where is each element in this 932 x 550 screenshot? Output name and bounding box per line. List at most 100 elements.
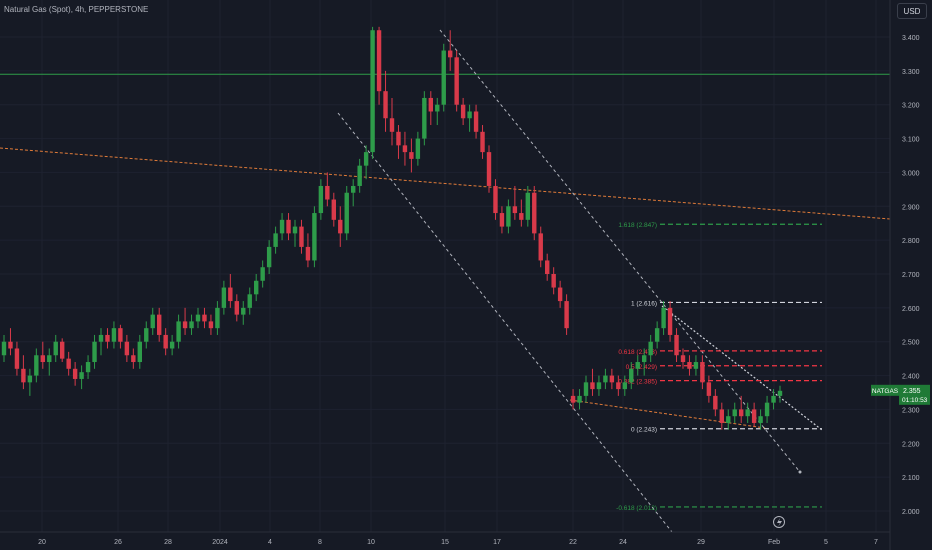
price-tick-14: 2.000 <box>902 509 920 516</box>
candle-78 <box>506 199 511 234</box>
candle-108 <box>700 355 705 390</box>
fib-diagonal-line <box>661 305 823 431</box>
candle-70 <box>454 50 459 112</box>
candle-body-116 <box>751 409 757 423</box>
candle-body-112 <box>726 416 731 423</box>
candle-body-33 <box>215 307 220 329</box>
candle-61 <box>396 125 401 159</box>
candle-31 <box>202 307 207 329</box>
candle-33 <box>215 301 220 335</box>
candle-body-115 <box>745 409 750 417</box>
symbol-tag-bg <box>871 384 899 396</box>
candle-body-85 <box>551 274 556 288</box>
candle-body-118 <box>764 402 770 417</box>
time-tick-5: 8 <box>318 539 322 546</box>
candle-71 <box>460 97 466 126</box>
time-tick-11: 29 <box>697 539 705 546</box>
candle-86 <box>557 280 563 308</box>
currency-button[interactable]: USD <box>897 3 927 19</box>
candle-body-14 <box>92 341 97 363</box>
price-tick-2: 3.200 <box>902 103 920 110</box>
candle-body-94 <box>609 375 615 383</box>
candle-body-110 <box>713 395 718 410</box>
candle-body-51 <box>331 199 336 220</box>
candle-body-113 <box>732 409 737 417</box>
candle-body-48 <box>312 213 317 261</box>
candle-6 <box>40 341 45 369</box>
candle-103 <box>667 301 673 342</box>
candle-body-68 <box>441 50 446 105</box>
candle-99 <box>642 348 647 376</box>
price-tag-countdown: 01:10:53 <box>902 397 928 404</box>
candle-body-41 <box>266 246 272 268</box>
candle-116 <box>751 402 757 427</box>
candle-body-36 <box>234 301 239 315</box>
candle-body-101 <box>654 328 660 342</box>
candle-107 <box>693 355 699 376</box>
candle-93 <box>603 368 608 390</box>
candle-body-24 <box>157 314 162 335</box>
candle-body-28 <box>182 321 188 329</box>
candle-body-95 <box>616 382 621 390</box>
candle-body-2 <box>14 348 20 369</box>
candle-39 <box>254 274 259 302</box>
channel-end-point <box>798 470 802 474</box>
candle-body-42 <box>273 233 278 247</box>
price-tag-value: 2.355 <box>903 388 921 395</box>
candle-117 <box>758 409 763 430</box>
price-tag-bg <box>899 384 930 405</box>
time-tick-2: 28 <box>164 539 172 546</box>
candle-14 <box>92 334 97 369</box>
candle-body-107 <box>693 362 699 369</box>
candle-body-23 <box>150 314 155 329</box>
candle-109 <box>706 375 712 403</box>
time-tick-0: 20 <box>38 539 46 546</box>
candle-body-11 <box>72 368 78 379</box>
time-tick-1: 26 <box>114 539 122 546</box>
candle-43 <box>279 213 285 241</box>
candle-17 <box>111 321 117 349</box>
candle-body-29 <box>189 321 194 329</box>
candle-body-86 <box>557 287 563 302</box>
price-tick-1: 3.300 <box>902 69 920 76</box>
candle-13 <box>85 355 91 379</box>
candle-9 <box>60 338 65 363</box>
candle-5 <box>34 348 39 383</box>
candle-82 <box>532 185 537 241</box>
candle-69 <box>448 30 453 71</box>
candle-12 <box>79 365 84 390</box>
candle-80 <box>519 199 524 227</box>
candle-body-99 <box>642 355 647 363</box>
candle-15 <box>98 328 104 356</box>
candle-62 <box>402 131 408 166</box>
candle-body-40 <box>260 267 265 281</box>
candle-body-5 <box>34 355 39 376</box>
candle-body-91 <box>590 382 595 390</box>
candle-body-50 <box>325 185 330 200</box>
candle-76 <box>493 179 498 220</box>
support-trendline <box>569 399 766 429</box>
candle-120 <box>777 385 783 403</box>
candle-body-80 <box>519 213 524 220</box>
candle-body-119 <box>771 395 776 403</box>
candle-body-19 <box>124 341 130 356</box>
candle-body-93 <box>603 375 608 383</box>
fib-label-2: 0.618 (2.473) <box>618 349 657 356</box>
candle-44 <box>286 213 291 241</box>
candle-114 <box>739 395 744 423</box>
candle-body-35 <box>228 287 233 302</box>
candle-65 <box>422 91 427 146</box>
candle-30 <box>195 307 201 329</box>
time-tick-7: 15 <box>441 539 449 546</box>
candle-102 <box>661 301 666 335</box>
candle-body-90 <box>583 382 589 396</box>
candle-24 <box>157 307 162 342</box>
candle-body-53 <box>344 192 349 234</box>
candle-body-76 <box>493 185 498 214</box>
candle-73 <box>473 104 479 139</box>
candle-body-39 <box>254 280 259 295</box>
candle-98 <box>635 355 640 376</box>
candle-body-9 <box>60 341 65 359</box>
